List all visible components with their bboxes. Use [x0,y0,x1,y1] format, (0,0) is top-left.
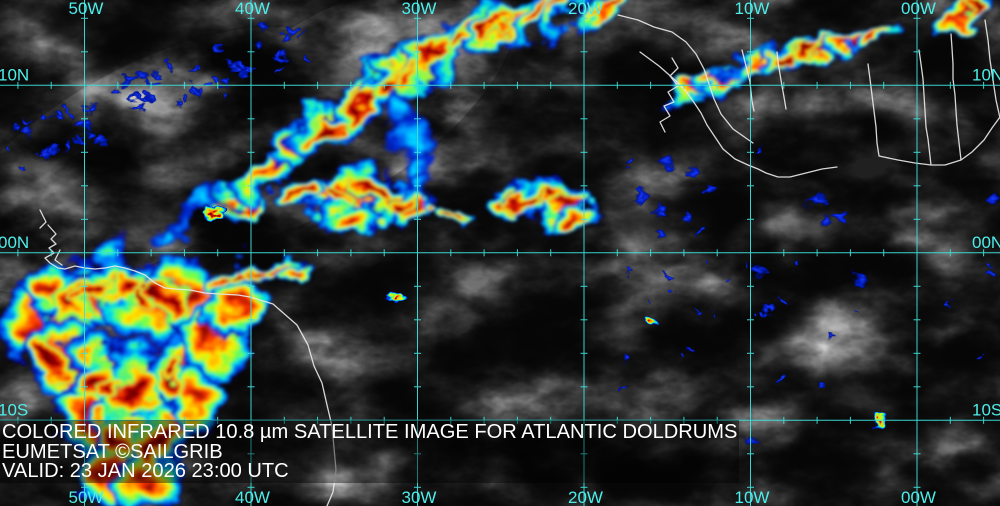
svg-text:COLORED INFRARED 10.8 µm SATEL: COLORED INFRARED 10.8 µm SATELLITE IMAGE… [2,421,737,443]
svg-text:VALID: 23 JAN 2026 23:00 UTC: VALID: 23 JAN 2026 23:00 UTC [2,460,289,482]
